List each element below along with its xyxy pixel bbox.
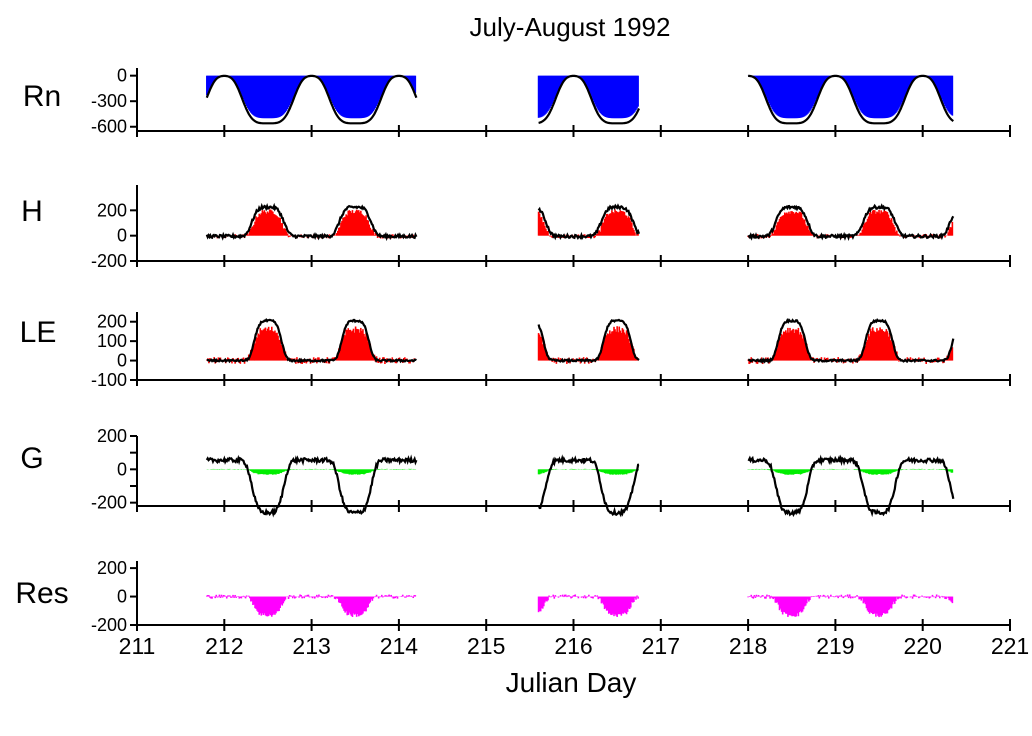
model-line-rn-seg1 [205, 74, 418, 125]
y-tick-label: 200 [97, 312, 127, 332]
model-line-h-seg1 [205, 202, 418, 242]
x-tick-label: 215 [467, 633, 505, 659]
y-tick-label: -100 [91, 370, 127, 390]
model-line-h-seg2 [537, 203, 641, 241]
panel-rn: Rn 0 -300 -600 [23, 66, 1011, 137]
y-tick-label: -600 [91, 117, 127, 137]
chart-title: July-August 1992 [470, 12, 671, 42]
x-tick-label: 219 [816, 633, 854, 659]
y-tick-label: 200 [97, 426, 127, 446]
model-line-rn-seg2 [538, 74, 640, 125]
panel-label-res: Res [15, 577, 68, 610]
panel-res: Res 200 0 -200 [15, 558, 1011, 635]
x-tick-label: 220 [904, 633, 942, 659]
y-tick-label: -200 [91, 615, 127, 635]
y-tick-label: 0 [117, 459, 127, 479]
x-tick-label: 212 [205, 633, 243, 659]
y-tick-label: -300 [91, 91, 127, 111]
model-line-g-seg1 [205, 454, 418, 518]
model-line-le-seg1 [206, 318, 417, 364]
model-line-le-seg3 [747, 318, 955, 364]
x-tick-label: 211 [119, 633, 156, 659]
panel-label-g: G [20, 442, 43, 475]
x-tick-label: 213 [292, 633, 330, 659]
panel-label-h: H [21, 195, 43, 228]
panel-g: G 200 0 -200 [20, 426, 1011, 518]
x-axis-label: Julian Day [506, 667, 637, 698]
model-line-h-seg3 [747, 203, 955, 242]
y-tick-label: 0 [117, 587, 127, 607]
model-line-rn-seg3 [747, 74, 954, 125]
x-tick-label: 216 [554, 633, 592, 659]
x-tick-label: 221 [991, 633, 1029, 659]
model-line-g-seg2 [538, 454, 640, 518]
x-tick-label: 217 [642, 633, 680, 659]
x-tick-label: 218 [729, 633, 767, 659]
y-tick-label: 0 [117, 226, 127, 246]
y-tick-label: 0 [117, 66, 127, 86]
y-tick-label: 100 [97, 331, 127, 351]
model-line-g-seg3 [747, 454, 955, 518]
panel-label-le: LE [20, 316, 57, 349]
model-line-le-seg2 [537, 318, 640, 364]
y-tick-label: -200 [91, 493, 127, 513]
y-tick-label: -200 [91, 251, 127, 271]
y-tick-label: 0 [117, 351, 127, 371]
panel-label-rn: Rn [23, 80, 61, 113]
y-tick-label: 200 [97, 558, 127, 578]
panel-h: H 200 0 -200 [21, 185, 1011, 271]
x-tick-label: 214 [380, 633, 419, 659]
y-tick-label: 200 [97, 200, 127, 220]
